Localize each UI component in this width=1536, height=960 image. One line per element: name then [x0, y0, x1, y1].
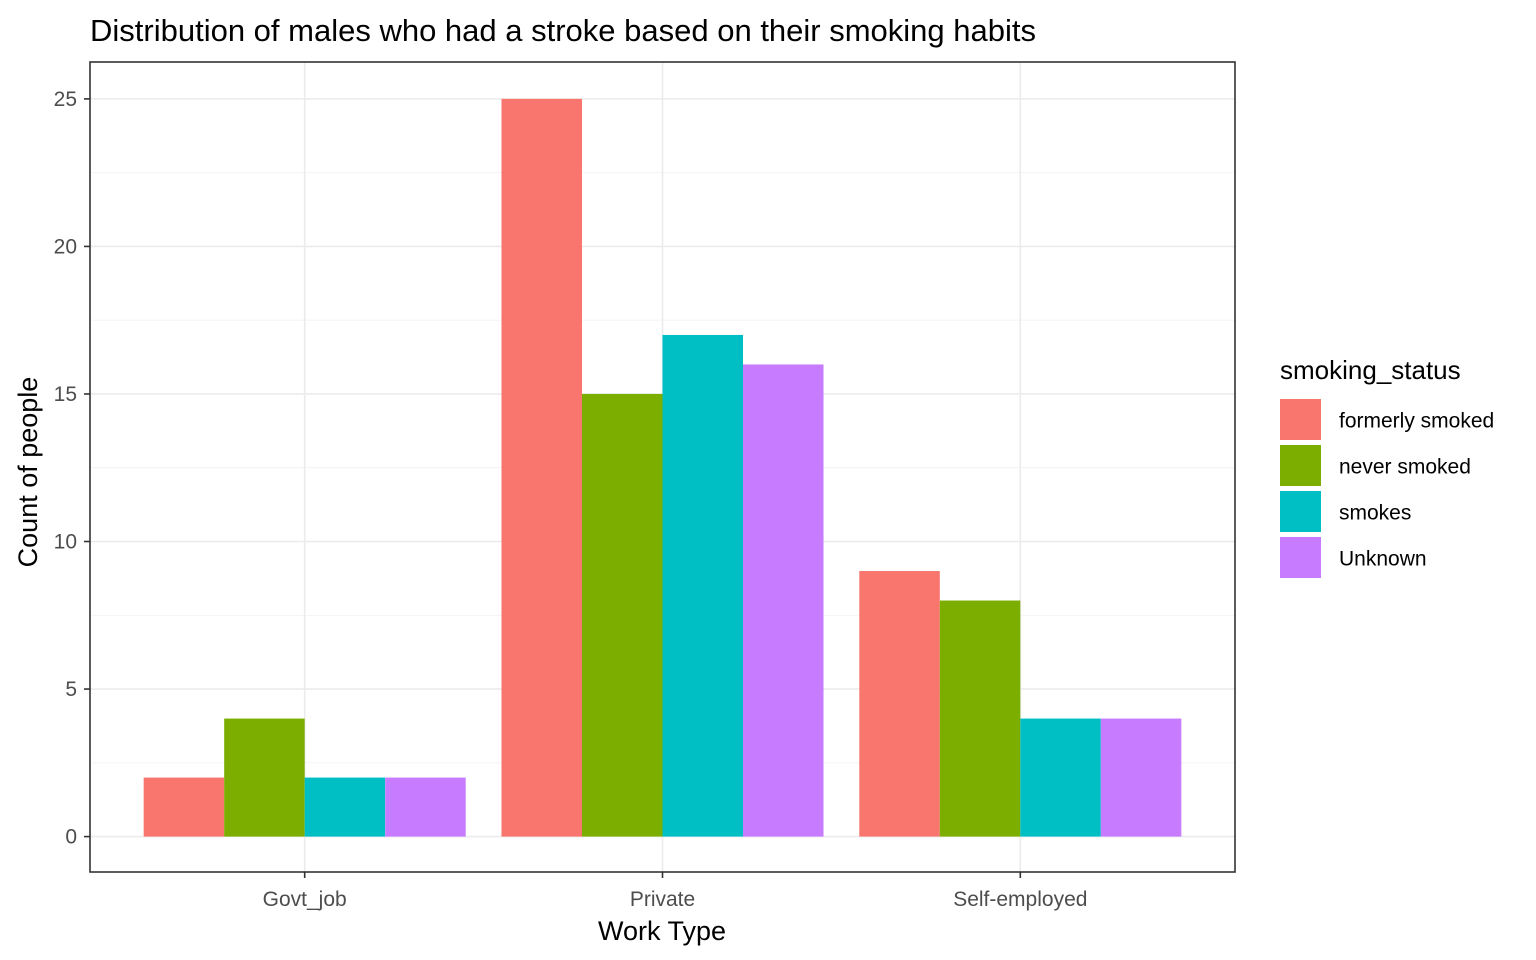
legend-key: [1280, 399, 1321, 440]
bar: [501, 98, 582, 837]
bar: [1020, 718, 1101, 837]
bar: [743, 364, 824, 837]
legend-label: formerly smoked: [1339, 410, 1494, 433]
x-tick-label: Private: [630, 888, 695, 911]
legend-title: smoking_status: [1280, 355, 1461, 385]
legend-key: [1280, 491, 1321, 532]
bars: [143, 98, 1182, 837]
legend-label: never smoked: [1339, 456, 1471, 479]
legend-label: Unknown: [1339, 548, 1427, 571]
x-tick-label: Govt_job: [263, 888, 347, 911]
y-tick-label: 10: [54, 531, 77, 554]
y-tick-label: 0: [65, 826, 77, 849]
x-tick-label: Self-employed: [953, 888, 1087, 911]
bar: [581, 393, 663, 837]
bar: [662, 334, 744, 837]
x-axis: Govt_job Private Self-employed: [263, 872, 1087, 911]
bar: [385, 777, 466, 837]
bar: [224, 718, 305, 837]
y-tick-label: 15: [54, 383, 77, 406]
legend-key: [1280, 537, 1321, 578]
y-tick-label: 25: [54, 88, 77, 111]
chart-title: Distribution of males who had a stroke b…: [90, 13, 1036, 48]
bar: [939, 600, 1021, 837]
legend-items: formerly smoked never smoked smokes Unknown: [1280, 399, 1494, 578]
y-axis: 0 5 10 15 20 25: [54, 88, 90, 849]
bar: [859, 571, 940, 837]
x-axis-title: Work Type: [598, 916, 726, 946]
legend-label: smokes: [1339, 502, 1411, 525]
y-tick-label: 20: [54, 235, 77, 258]
plot-panel: [89, 61, 1236, 873]
legend-key: [1280, 445, 1321, 486]
bar: [304, 777, 386, 837]
bar: [143, 777, 225, 837]
y-axis-title: Count of people: [13, 377, 43, 568]
legend: smoking_status formerly smoked never smok…: [1280, 355, 1494, 578]
bar: [1100, 718, 1182, 837]
y-tick-label: 5: [65, 678, 77, 701]
